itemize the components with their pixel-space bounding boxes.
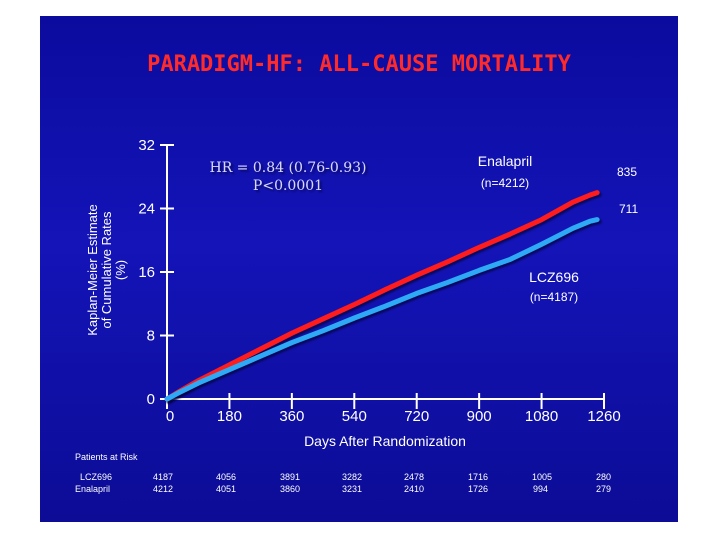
risk-cell: 2410 [404,484,425,494]
series-line-lcz696 [164,217,600,402]
hr-annotation: HR = 0.84 (0.76-0.93) [209,160,366,176]
risk-cell: 280 [596,472,612,482]
risk-cell: 4056 [216,472,237,482]
x-axis-label: Days After Randomization [304,433,466,449]
risk-table-header: Patients at Risk [75,452,138,462]
risk-cell: 1716 [468,472,489,482]
risk-cell: 1005 [532,472,553,482]
y-axis-label-line: of Cumulative Rates [99,211,114,329]
x-tick-label: 360 [279,408,304,425]
y-tick-label: 32 [138,137,155,154]
y-tick-label: 0 [147,391,155,408]
x-tick-label: 180 [217,408,242,425]
y-tick-label: 24 [138,201,155,218]
risk-cell: 3282 [342,472,363,482]
series-n-lcz696: (n=4187) [530,290,578,304]
p-value-annotation: P<0.0001 [253,178,323,194]
risk-cell: 4051 [216,484,237,494]
series-events-enalapril: 835 [617,165,637,179]
x-tick-label: 540 [342,408,367,425]
x-tick-label: 1260 [587,408,620,425]
risk-row-label-enalapril: Enalapril [75,484,111,494]
y-axis-label: Kaplan-Meier Estimateof Cumulative Rates… [85,204,128,336]
risk-cell: 3891 [280,472,301,482]
risk-cell: 4212 [153,484,174,494]
slide-background: PARADIGM-HF: ALL-CAUSE MORTALITY [40,16,678,522]
series-n-enalapril: (n=4212) [481,176,529,190]
series-line-enalapril [164,190,600,402]
risk-cell: 4187 [153,472,174,482]
series-events-lcz696: 711 [619,202,638,216]
y-axis-label-line: Kaplan-Meier Estimate [85,204,100,336]
risk-cell: 2478 [404,472,425,482]
y-tick-label: 16 [138,264,155,281]
x-tick-label: 1080 [525,408,558,425]
risk-cell: 994 [533,484,549,494]
risk-cell: 3231 [342,484,363,494]
y-tick-label: 8 [147,328,155,345]
risk-cell: 1726 [468,484,489,494]
x-tick-label: 0 [166,408,174,425]
series-label-enalapril: Enalapril [478,153,532,169]
slide-title: PARADIGM-HF: ALL-CAUSE MORTALITY [147,52,571,77]
risk-cell: 279 [596,484,612,494]
risk-row-label-lcz696: LCZ696 [80,472,113,482]
y-axis-label-line: (%) [113,260,128,280]
x-tick-label: 720 [404,408,429,425]
x-tick-label: 900 [467,408,492,425]
series-label-lcz696: LCZ696 [529,269,579,285]
risk-cell: 3860 [280,484,301,494]
